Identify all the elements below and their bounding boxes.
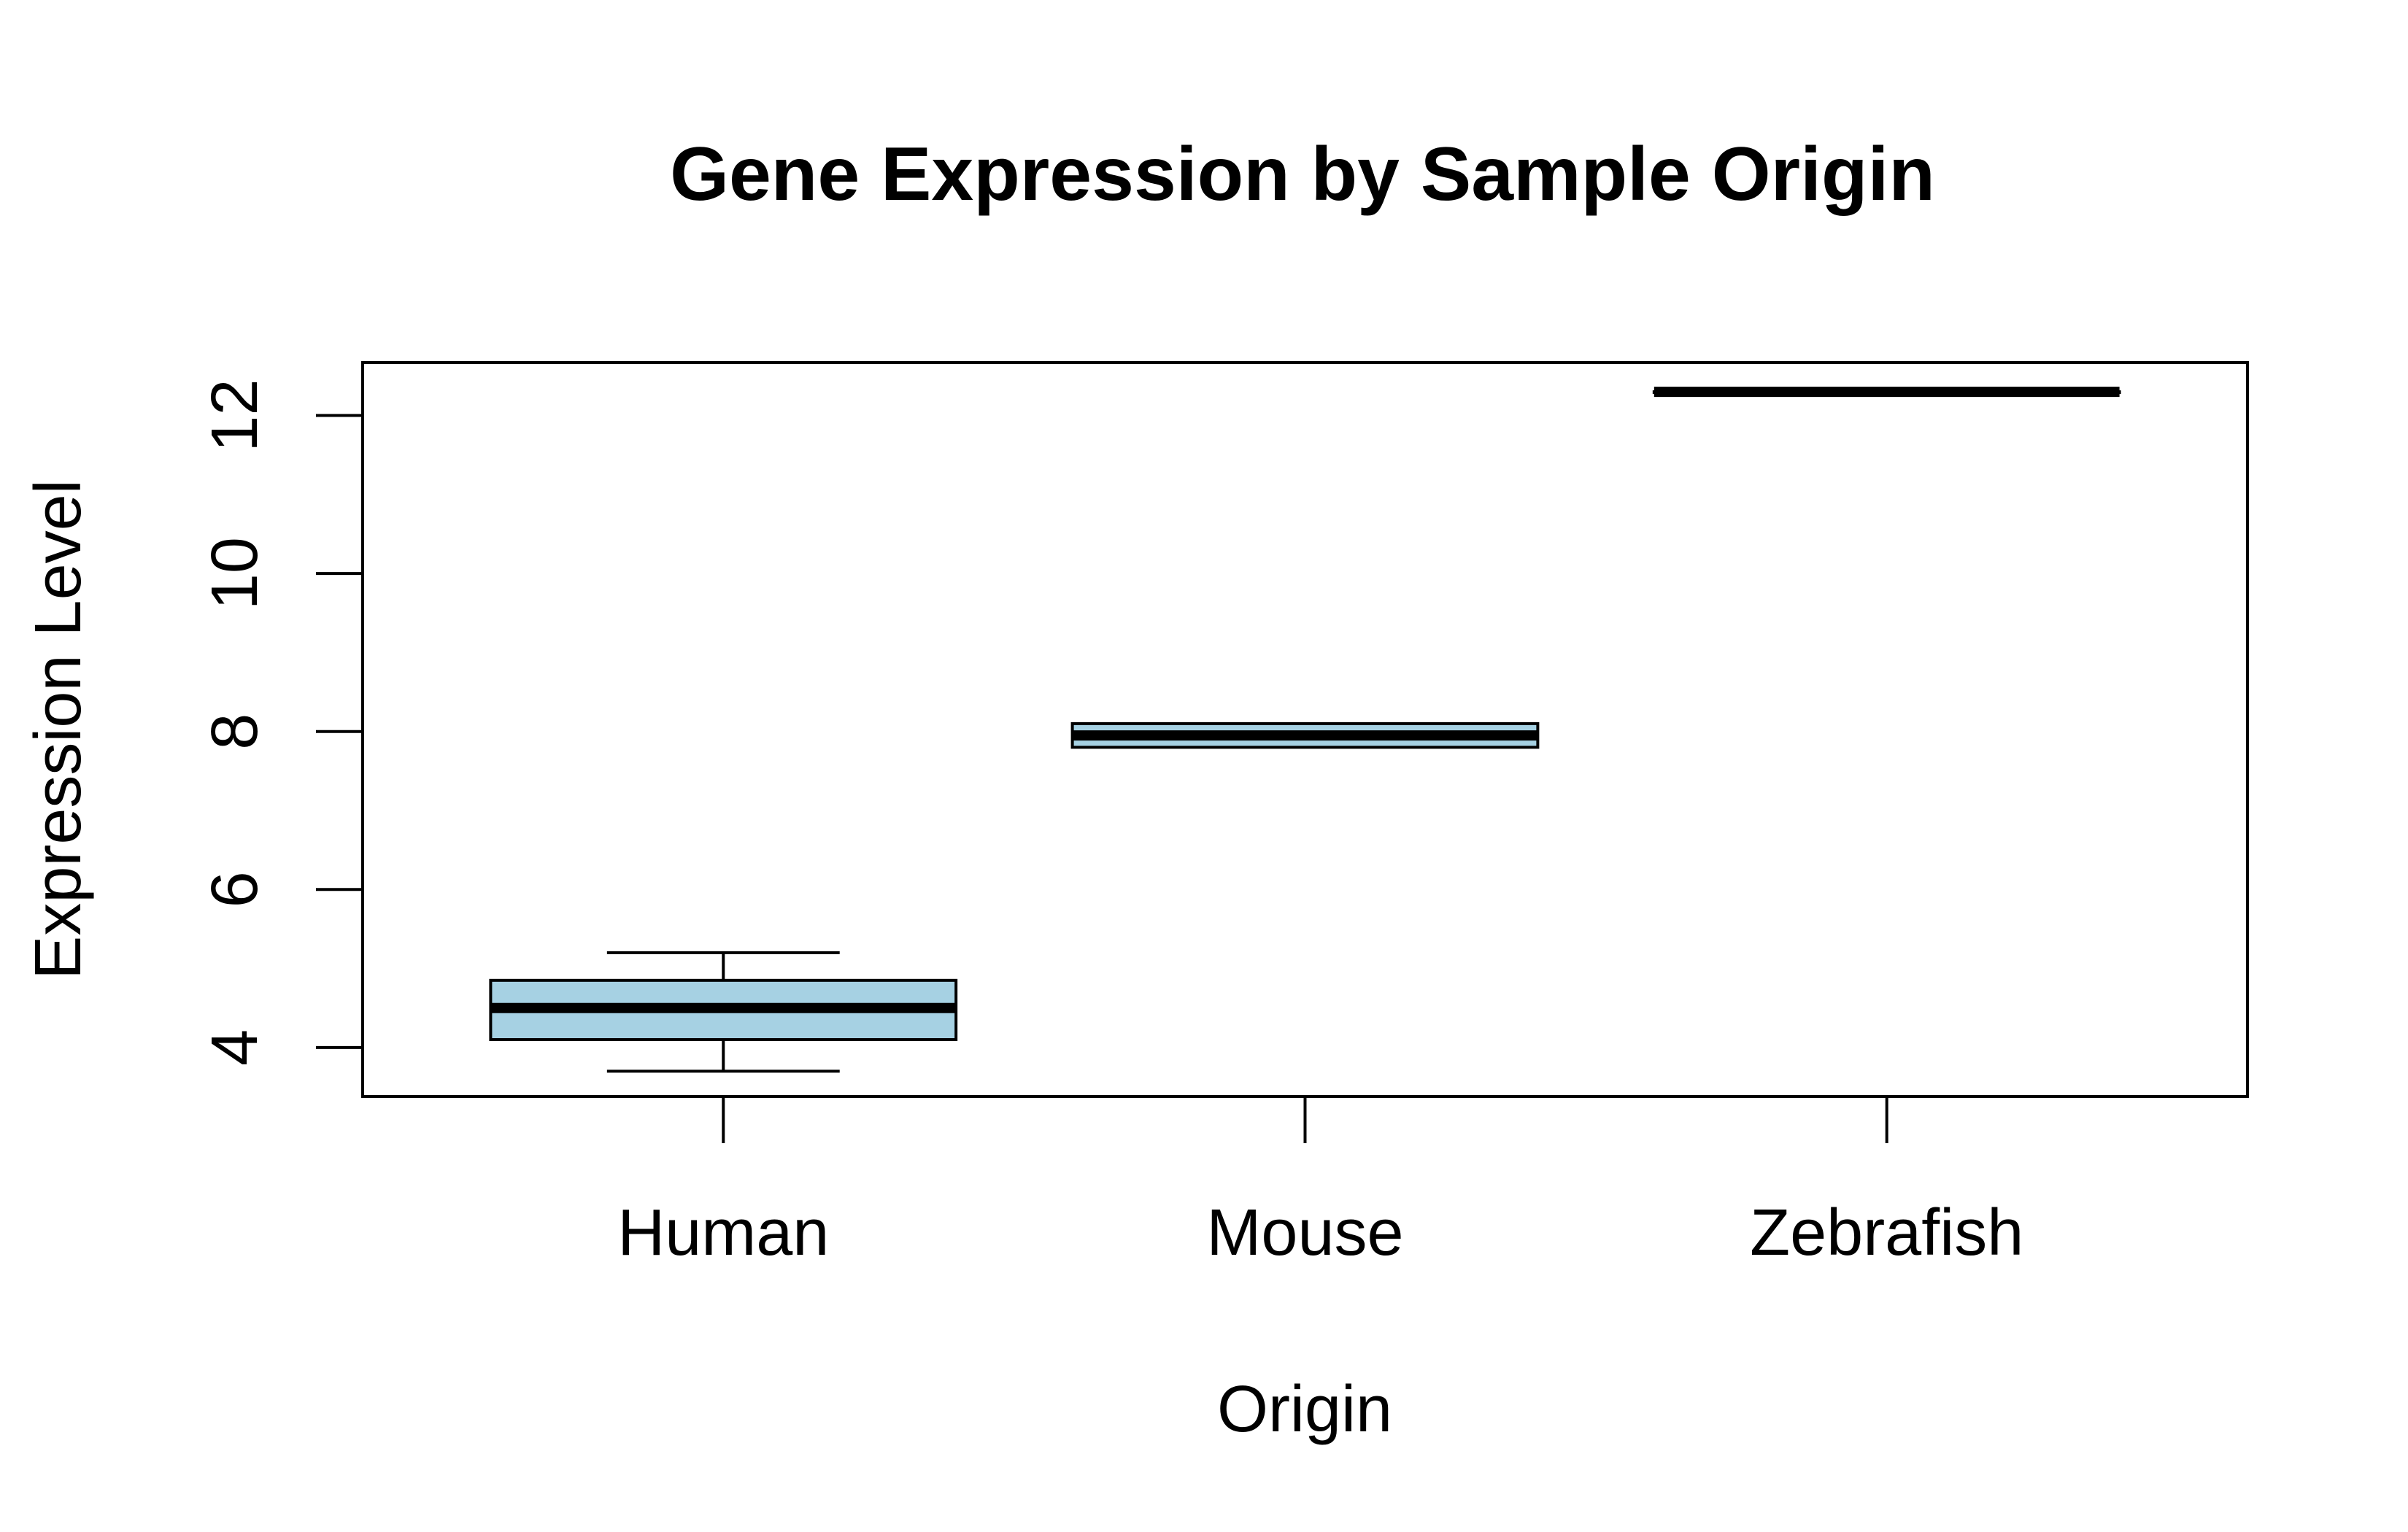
box-human — [489, 951, 958, 1073]
y-axis: 4 6 8 10 12 — [198, 379, 364, 1066]
box-mouse — [1070, 721, 1540, 749]
box-series — [489, 387, 2121, 1073]
y-tick-label: 8 — [198, 713, 271, 750]
x-axis: Human Mouse Zebrafish — [617, 1096, 2023, 1269]
x-tick-label: Mouse — [1206, 1196, 1403, 1269]
y-tick-label: 6 — [198, 871, 271, 908]
y-tick-label: 12 — [198, 379, 271, 452]
x-tick-label: Zebrafish — [1750, 1196, 2023, 1269]
y-tick-label: 4 — [198, 1029, 271, 1066]
chart-title: Gene Expression by Sample Origin — [670, 132, 1935, 217]
y-axis-label: Expression Level — [22, 479, 95, 979]
x-axis-label: Origin — [1217, 1373, 1392, 1446]
x-tick-label: Human — [617, 1196, 829, 1269]
y-tick-label: 10 — [198, 537, 271, 610]
